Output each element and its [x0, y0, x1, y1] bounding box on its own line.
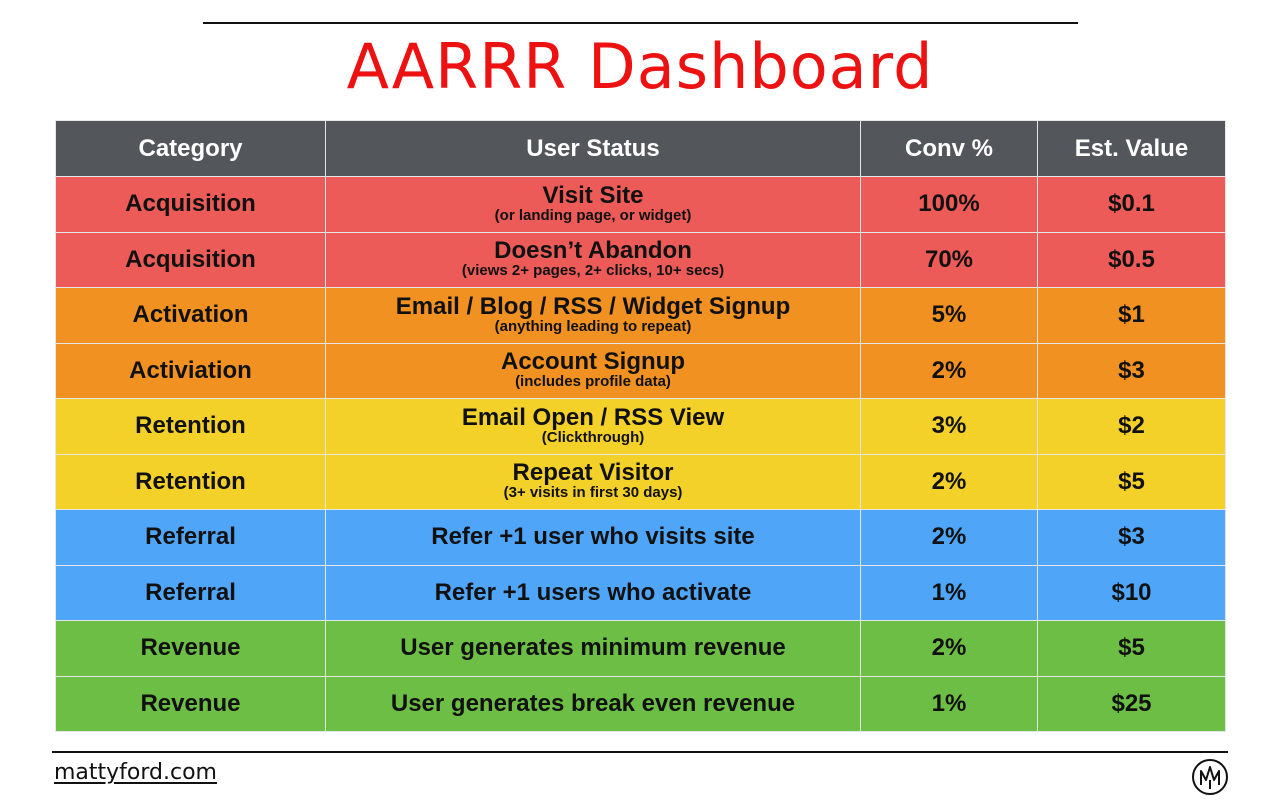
status-label: Email Open / RSS View [461, 403, 725, 431]
category-cell: Acquisition [55, 231, 326, 288]
header-category: Category [55, 120, 326, 177]
footer-site-link[interactable]: mattyford.com [54, 760, 217, 785]
value-cell: $2 [1037, 398, 1226, 455]
header-user-status: User Status [325, 120, 861, 177]
table-row: Revenue User generates minimum revenue 2… [55, 620, 1226, 677]
status-label: Repeat Visitor [512, 459, 674, 487]
category-cell: Referral [55, 564, 326, 621]
conv-cell: 2% [860, 620, 1038, 677]
value-cell: $25 [1037, 675, 1226, 732]
category-cell: Activation [55, 287, 326, 344]
status-cell: User generates minimum revenue [325, 620, 861, 677]
status-cell: Email / Blog / RSS / Widget Signup (anyth… [325, 287, 861, 344]
status-sublabel: (Clickthrough) [541, 428, 645, 446]
category-cell: Revenue [55, 620, 326, 677]
table-row: Acquisition Doesn’t Abandon (views 2+ pag… [55, 231, 1226, 288]
category-cell: Activiation [55, 342, 326, 399]
conv-cell: 5% [860, 287, 1038, 344]
aarrr-table: Category User Status Conv % Est. Value A… [55, 120, 1226, 732]
header-est-value: Est. Value [1037, 120, 1226, 177]
status-cell: Doesn’t Abandon (views 2+ pages, 2+ click… [325, 231, 861, 288]
category-cell: Retention [55, 453, 326, 510]
conv-cell: 70% [860, 231, 1038, 288]
value-cell: $3 [1037, 342, 1226, 399]
status-label: Email / Blog / RSS / Widget Signup [395, 292, 791, 320]
status-label: Visit Site [542, 181, 644, 209]
table-row: Referral Refer +1 users who activate 1% … [55, 564, 1226, 621]
table-header-row: Category User Status Conv % Est. Value [55, 120, 1226, 177]
status-cell: Refer +1 users who activate [325, 564, 861, 621]
status-cell: Refer +1 user who visits site [325, 509, 861, 566]
table-row: Referral Refer +1 user who visits site 2… [55, 509, 1226, 566]
top-divider [203, 22, 1078, 24]
status-cell: User generates break even revenue [325, 675, 861, 732]
status-label: Doesn’t Abandon [494, 237, 692, 265]
value-cell: $5 [1037, 453, 1226, 510]
value-cell: $3 [1037, 509, 1226, 566]
table-row: Retention Email Open / RSS View (Clickthr… [55, 398, 1226, 455]
status-label: Account Signup [501, 348, 685, 376]
conv-cell: 100% [860, 176, 1038, 233]
page-title: AARRR Dashboard [346, 30, 934, 103]
status-sublabel: (or landing page, or widget) [494, 206, 692, 224]
conv-cell: 2% [860, 509, 1038, 566]
status-cell: Visit Site (or landing page, or widget) [325, 176, 861, 233]
monogram-logo-icon [1192, 759, 1228, 795]
value-cell: $1 [1037, 287, 1226, 344]
status-cell: Email Open / RSS View (Clickthrough) [325, 398, 861, 455]
conv-cell: 3% [860, 398, 1038, 455]
status-sublabel: (views 2+ pages, 2+ clicks, 10+ secs) [461, 262, 725, 280]
conv-cell: 2% [860, 342, 1038, 399]
value-cell: $5 [1037, 620, 1226, 677]
status-sublabel: (anything leading to repeat) [494, 317, 692, 335]
table-row: Activiation Account Signup (includes prof… [55, 342, 1226, 399]
bottom-divider [52, 751, 1228, 753]
table-row: Acquisition Visit Site (or landing page, … [55, 176, 1226, 233]
conv-cell: 1% [860, 564, 1038, 621]
status-cell: Repeat Visitor (3+ visits in first 30 day… [325, 453, 861, 510]
category-cell: Acquisition [55, 176, 326, 233]
value-cell: $0.1 [1037, 176, 1226, 233]
table-row: Revenue User generates break even revenu… [55, 675, 1226, 732]
status-sublabel: (includes profile data) [515, 373, 671, 391]
category-cell: Revenue [55, 675, 326, 732]
table-row: Activation Email / Blog / RSS / Widget S… [55, 287, 1226, 344]
header-conv-percent: Conv % [860, 120, 1038, 177]
status-cell: Account Signup (includes profile data) [325, 342, 861, 399]
status-sublabel: (3+ visits in first 30 days) [503, 484, 683, 502]
table-row: Retention Repeat Visitor (3+ visits in fi… [55, 453, 1226, 510]
category-cell: Referral [55, 509, 326, 566]
value-cell: $10 [1037, 564, 1226, 621]
category-cell: Retention [55, 398, 326, 455]
value-cell: $0.5 [1037, 231, 1226, 288]
conv-cell: 2% [860, 453, 1038, 510]
conv-cell: 1% [860, 675, 1038, 732]
